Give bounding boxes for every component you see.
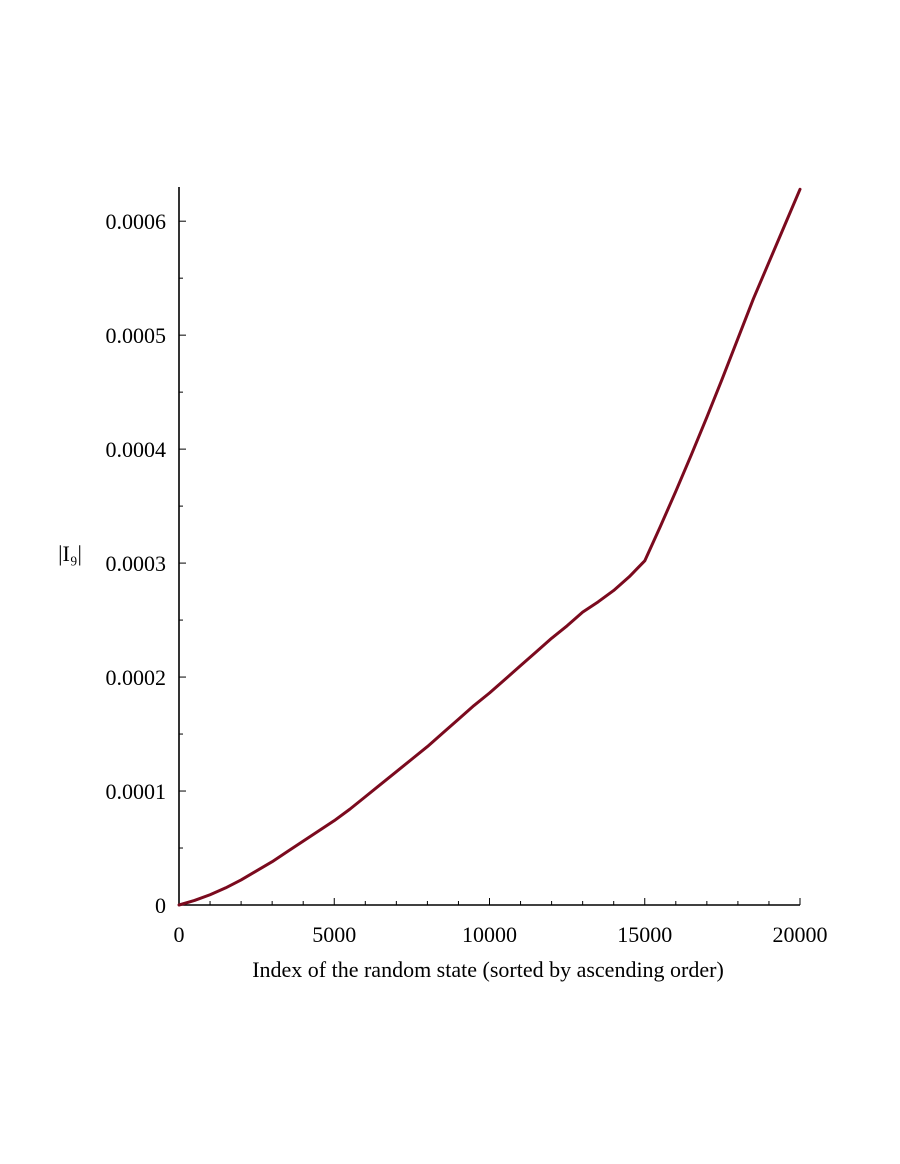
x-tick-label: 5000 <box>312 922 356 947</box>
y-tick-label: 0 <box>155 893 166 918</box>
series-line <box>177 187 802 907</box>
x-tick-label: 20000 <box>773 922 828 947</box>
x-axis-title: Index of the random state (sorted by asc… <box>252 957 724 982</box>
ticks <box>178 220 801 906</box>
y-tick-label: 0.0004 <box>106 437 167 462</box>
x-tick-label: 0 <box>174 922 185 947</box>
series-layer <box>177 187 802 907</box>
y-tick-label: 0.0003 <box>106 551 167 576</box>
x-tick-label: 15000 <box>617 922 672 947</box>
y-tick-label: 0.0002 <box>106 665 167 690</box>
tick-labels: 0 5000 10000 15000 20000 0 0.0001 0.0002 0.0003 0… <box>106 209 828 947</box>
y-axis-title: |I₉| <box>58 541 82 566</box>
y-tick-label: 0.0001 <box>106 779 167 804</box>
y-tick-label: 0.0005 <box>106 323 167 348</box>
x-tick-label: 10000 <box>462 922 517 947</box>
axes <box>178 187 800 906</box>
y-tick-label: 0.0006 <box>106 209 167 234</box>
